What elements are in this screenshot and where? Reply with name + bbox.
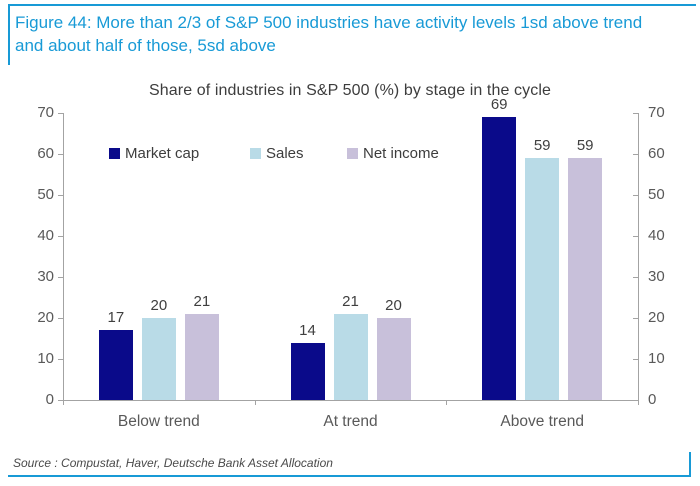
bar-value-net-income-below-trend: 21	[193, 292, 211, 310]
y-tick-label-left-20: 20	[37, 309, 54, 326]
legend-label-sales: Sales	[266, 145, 304, 162]
x-category-label-below-trend: Below trend	[117, 413, 200, 430]
y-tick-right-10	[633, 359, 638, 360]
y-tick-left-10	[58, 359, 63, 360]
bar-sales-at-trend	[333, 313, 368, 400]
legend-label-net-income: Net income	[363, 145, 439, 162]
chart-title: Share of industries in S&P 500 (%) by st…	[149, 82, 551, 99]
y-tick-label-left-0: 0	[45, 391, 54, 408]
y-tick-label-left-60: 60	[37, 145, 54, 162]
legend-item-market-cap: Market cap	[109, 145, 200, 162]
x-category-label-at-trend: At trend	[323, 413, 378, 430]
bar-value-sales-below-trend: 20	[150, 297, 168, 314]
y-tick-left-30	[58, 277, 63, 278]
y-tick-left-50	[58, 195, 63, 196]
right-border-rule	[689, 452, 691, 477]
bottom-border-rule	[8, 475, 691, 477]
y-tick-right-70	[633, 113, 638, 114]
bar-value-market-cap-above-trend: 69	[490, 96, 508, 114]
y-tick-right-0	[633, 400, 638, 401]
y-tick-right-50	[633, 195, 638, 196]
y-tick-label-left-40: 40	[37, 227, 54, 244]
y-tick-label-left-70: 70	[37, 104, 54, 121]
y-tick-label-right-30: 30	[648, 268, 665, 285]
bar-net-income-below-trend	[184, 313, 219, 400]
y-tick-left-0	[58, 400, 63, 401]
x-axis	[63, 400, 639, 401]
y-tick-left-70	[58, 113, 63, 114]
bar-value-sales-at-trend: 21	[342, 292, 359, 310]
y-tick-right-40	[633, 236, 638, 237]
legend-swatch-sales	[250, 148, 261, 159]
source-note: Source : Compustat, Haver, Deutsche Bank…	[13, 456, 333, 470]
bar-net-income-at-trend	[376, 318, 411, 400]
x-category-label-above-trend: Above trend	[500, 413, 584, 430]
legend-item-sales: Sales	[250, 145, 304, 162]
figure-caption: Figure 44: More than 2/3 of S&P 500 indu…	[15, 13, 643, 55]
y-tick-label-left-50: 50	[37, 186, 54, 203]
y-tick-label-right-10: 10	[648, 350, 665, 367]
bar-market-cap-above-trend	[482, 117, 517, 400]
bar-value-market-cap-below-trend: 17	[107, 309, 125, 327]
bar-net-income-above-trend	[568, 158, 603, 400]
y-tick-label-left-10: 10	[37, 350, 54, 367]
x-boundary-tick-2	[446, 400, 448, 405]
x-boundary-tick-1	[254, 400, 256, 405]
legend-swatch-market-cap	[109, 148, 120, 159]
bar-sales-above-trend	[525, 158, 560, 400]
y-tick-right-60	[633, 154, 638, 155]
y-tick-right-30	[633, 277, 638, 278]
top-border-rule	[8, 4, 696, 6]
x-boundary-tick-0	[63, 400, 64, 405]
legend-swatch-net-income	[347, 148, 358, 159]
y-tick-label-left-30: 30	[37, 268, 54, 285]
y-tick-right-20	[633, 318, 638, 319]
y-axis-right	[638, 113, 639, 400]
legend-item-net-income: Net income	[347, 145, 439, 162]
y-axis-left	[63, 113, 64, 400]
bar-value-market-cap-at-trend: 14	[299, 321, 316, 339]
x-boundary-tick-3	[638, 400, 639, 405]
y-tick-label-right-20: 20	[648, 309, 665, 326]
left-border-rule	[8, 4, 10, 65]
y-tick-label-right-60: 60	[648, 145, 665, 162]
y-tick-left-60	[58, 154, 63, 155]
y-tick-label-right-40: 40	[648, 227, 665, 244]
bar-sales-below-trend	[141, 318, 176, 400]
bar-market-cap-below-trend	[98, 330, 133, 400]
y-tick-label-right-70: 70	[648, 104, 665, 121]
bar-value-net-income-at-trend: 20	[385, 297, 402, 314]
bar-value-net-income-above-trend: 59	[576, 137, 594, 155]
y-tick-left-20	[58, 318, 63, 319]
y-tick-label-right-0: 0	[648, 391, 657, 408]
legend-label-market-cap: Market cap	[125, 145, 200, 162]
bar-market-cap-at-trend	[290, 342, 325, 400]
y-tick-left-40	[58, 236, 63, 237]
bar-value-sales-above-trend: 59	[533, 137, 551, 155]
y-tick-label-right-50: 50	[648, 186, 665, 203]
